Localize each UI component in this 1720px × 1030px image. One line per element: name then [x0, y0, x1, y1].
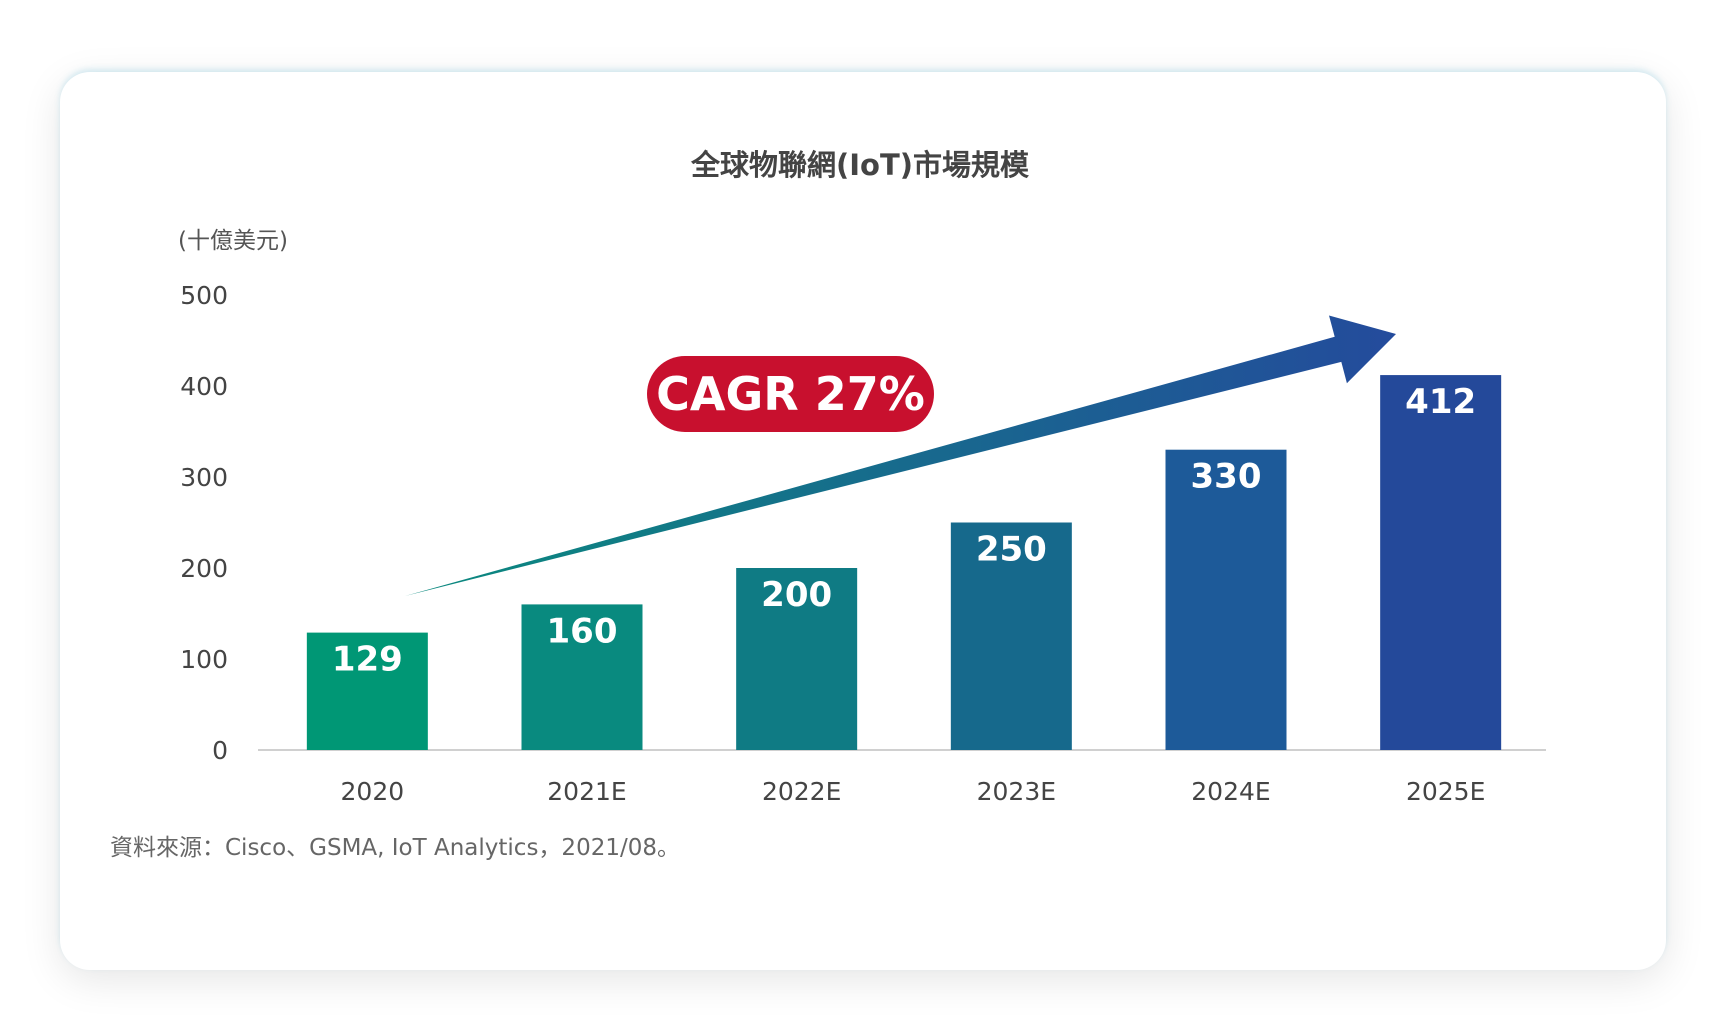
x-tick-label: 2023E — [977, 777, 1056, 806]
bar-data-label: 330 — [1191, 457, 1262, 497]
bar — [1165, 449, 1287, 750]
x-tick-label: 2025E — [1406, 777, 1485, 806]
y-tick-label: 300 — [180, 463, 228, 492]
bar-data-label: 129 — [332, 640, 403, 680]
y-tick-label: 200 — [180, 554, 228, 583]
source-note: 資料來源：Cisco、GSMA, IoT Analytics，2021/08。 — [110, 835, 680, 861]
bar-data-label: 412 — [1405, 382, 1476, 422]
x-tick-label: 2020 — [341, 777, 405, 806]
cagr-badge-background — [647, 356, 934, 432]
cagr-badge-label: CAGR 27% — [656, 367, 925, 421]
x-tick-label: 2024E — [1191, 777, 1270, 806]
x-axis-ticks: 2020 2021E 2022E 2023E 2024E 2025E — [341, 777, 1486, 806]
y-tick-label: 400 — [180, 372, 228, 401]
bar — [950, 522, 1072, 750]
y-tick-label: 500 — [180, 281, 228, 310]
bar-data-label: 250 — [976, 530, 1047, 570]
chart-title: 全球物聯網(IoT)市場規模 — [690, 148, 1029, 182]
bar — [736, 568, 858, 750]
x-tick-label: 2021E — [547, 777, 626, 806]
y-axis-unit-label: (十億美元) — [178, 228, 288, 254]
bar — [1380, 375, 1502, 750]
cagr-badge: CAGR 27% — [647, 356, 934, 432]
bar-data-label: 160 — [547, 611, 618, 651]
bar — [521, 604, 643, 750]
bar-series: 129 160 200 250 330 412 — [306, 375, 1502, 750]
bar-data-label: 200 — [761, 575, 832, 615]
y-tick-label: 100 — [180, 645, 228, 674]
x-tick-label: 2022E — [762, 777, 841, 806]
y-tick-label: 0 — [212, 736, 228, 765]
bar — [306, 632, 428, 750]
y-axis-ticks: 0 100 200 300 400 500 — [180, 281, 228, 765]
